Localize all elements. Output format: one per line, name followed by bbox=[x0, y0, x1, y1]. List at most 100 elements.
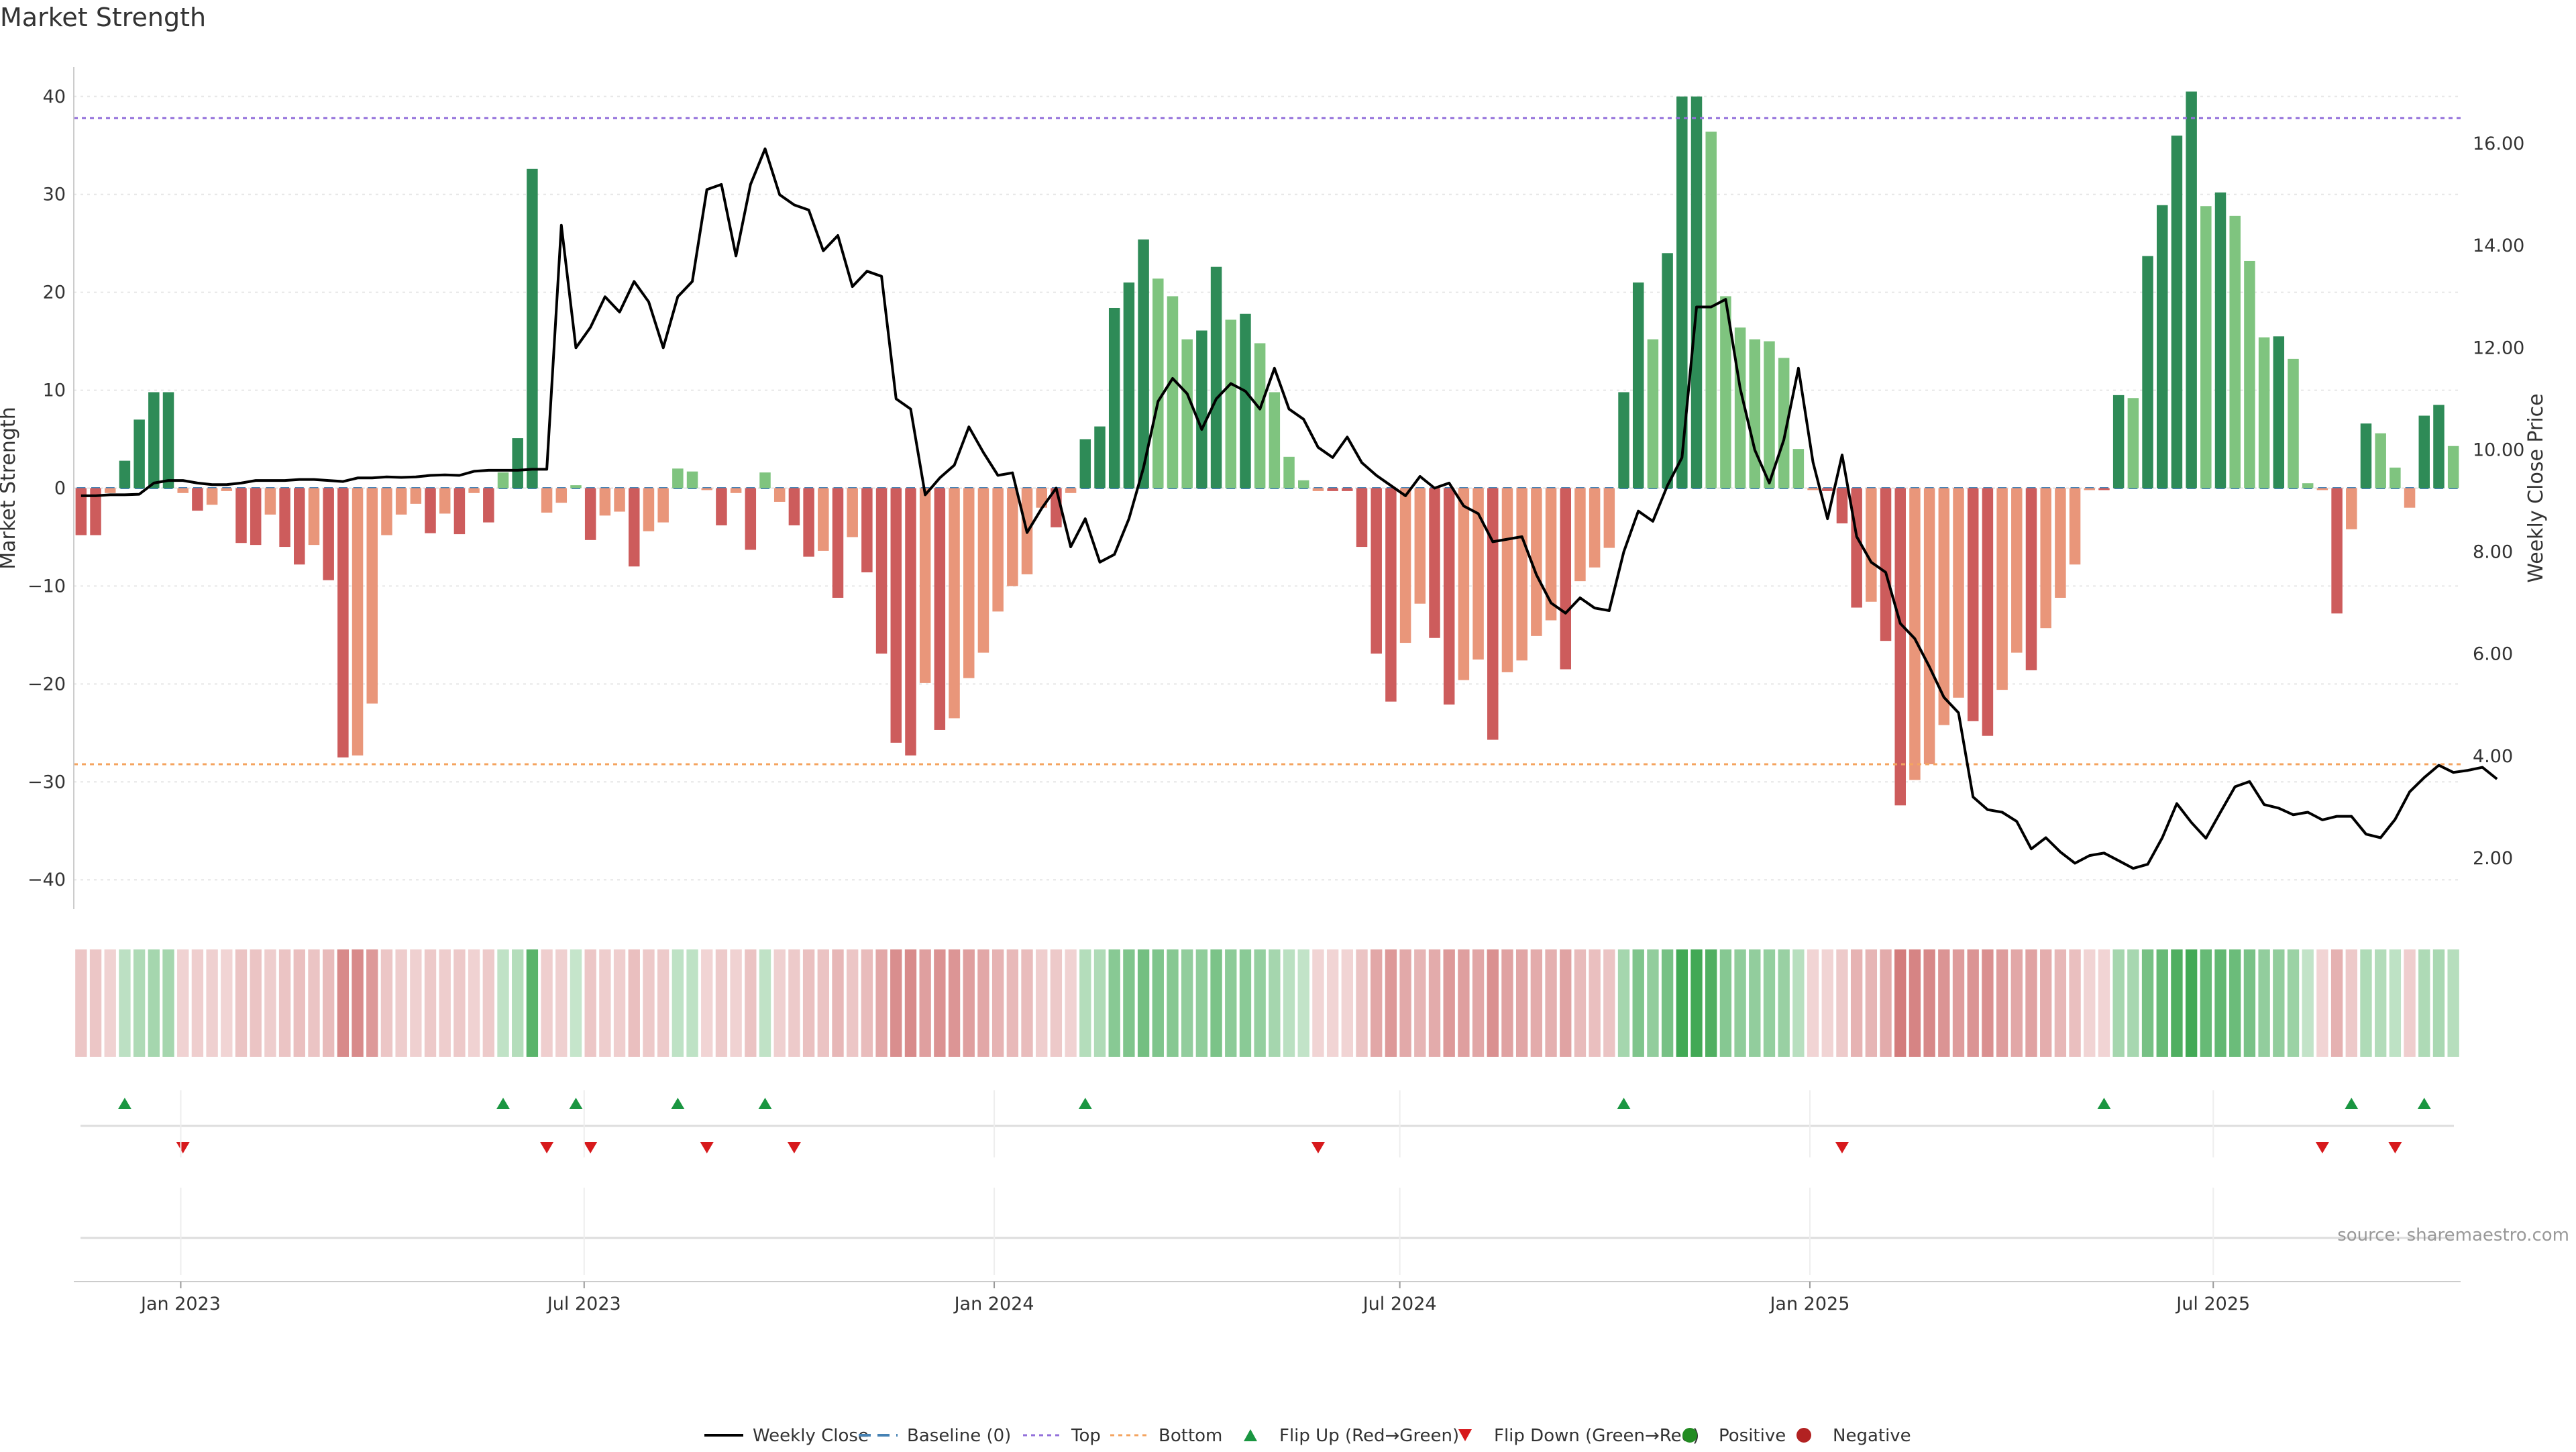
heat-cell bbox=[89, 949, 102, 1057]
heat-cell bbox=[1676, 949, 1688, 1057]
heat-cell bbox=[2404, 949, 2416, 1057]
heat-cell bbox=[2084, 949, 2096, 1057]
strength-bar bbox=[2229, 215, 2241, 488]
legend-label: Positive bbox=[1719, 1426, 1786, 1446]
legend-swatch bbox=[1244, 1429, 1257, 1441]
strength-bar bbox=[1269, 392, 1281, 488]
left-axis: 40 30 20 10 0 −10 −20 −30 −40 Market Strength bbox=[0, 67, 74, 909]
heat-cell bbox=[643, 949, 655, 1057]
legend-item: Weekly Close bbox=[704, 1426, 869, 1446]
heat-cell bbox=[832, 949, 844, 1057]
strength-bar bbox=[1371, 488, 1382, 654]
heat-cell bbox=[1501, 949, 1513, 1057]
strength-bar bbox=[527, 168, 538, 488]
strength-bar bbox=[1283, 456, 1295, 488]
strength-bar bbox=[1385, 488, 1397, 702]
heat-cell bbox=[1938, 949, 1950, 1057]
legend-item: Baseline (0) bbox=[859, 1426, 1011, 1446]
heat-cell bbox=[1137, 949, 1150, 1057]
y2-tick-label: 6.00 bbox=[2473, 644, 2513, 665]
strength-bar bbox=[1574, 488, 1586, 582]
heat-cell bbox=[221, 949, 233, 1057]
strength-bar bbox=[2258, 337, 2270, 488]
heat-cell bbox=[2316, 949, 2328, 1057]
heat-cell bbox=[555, 949, 568, 1057]
legend-label: Baseline (0) bbox=[907, 1426, 1011, 1446]
strength-bar bbox=[1297, 480, 1309, 488]
strength-bar bbox=[2404, 488, 2416, 508]
heat-cell bbox=[1923, 949, 1935, 1057]
heat-cell bbox=[890, 949, 902, 1057]
heat-cell bbox=[1792, 949, 1805, 1057]
legend-label: Negative bbox=[1833, 1426, 1911, 1446]
heat-cell bbox=[2214, 949, 2226, 1057]
heat-cell bbox=[2389, 949, 2402, 1057]
heat-cell bbox=[1836, 949, 1848, 1057]
heat-cell bbox=[2330, 949, 2343, 1057]
heat-cell bbox=[934, 949, 946, 1057]
y-tick-label: 0 bbox=[54, 478, 66, 499]
strength-bar bbox=[1851, 488, 1862, 608]
x-tick-label: Jan 2023 bbox=[140, 1294, 221, 1314]
strength-bar bbox=[905, 488, 916, 756]
heat-cell bbox=[1690, 949, 1703, 1057]
strength-bar bbox=[1647, 339, 1659, 488]
strength-bar bbox=[1196, 330, 1208, 488]
strength-bar bbox=[1953, 488, 1964, 698]
strength-bar bbox=[1749, 339, 1761, 488]
heat-cell bbox=[1647, 949, 1659, 1057]
strength-bar bbox=[2142, 256, 2153, 488]
strength-bar bbox=[570, 485, 582, 488]
heat-cell bbox=[2345, 949, 2357, 1057]
heat-cell bbox=[1065, 949, 1077, 1057]
strength-bar bbox=[279, 488, 290, 548]
strength-bar bbox=[1545, 488, 1557, 621]
strength-bar bbox=[206, 488, 218, 505]
strength-bar bbox=[701, 488, 712, 490]
strength-bar bbox=[1108, 307, 1120, 488]
heat-cell bbox=[1326, 949, 1339, 1057]
strength-bar bbox=[1764, 341, 1775, 488]
heat-cell bbox=[1093, 949, 1106, 1057]
strength-bar bbox=[1662, 253, 1673, 488]
flip-down-marker bbox=[2388, 1142, 2402, 1153]
heat-cell bbox=[1036, 949, 1048, 1057]
heat-cell bbox=[1719, 949, 1732, 1057]
strength-bar bbox=[90, 488, 101, 535]
heat-cell bbox=[2447, 949, 2459, 1057]
legend-item: Flip Down (Green→Red) bbox=[1458, 1426, 1699, 1446]
strength-bar bbox=[1079, 439, 1091, 488]
strength-bar bbox=[2273, 336, 2285, 488]
heat-cell bbox=[1530, 949, 1543, 1057]
strength-bar bbox=[730, 488, 742, 493]
flip-up-marker bbox=[569, 1098, 583, 1109]
y2-tick-label: 4.00 bbox=[2473, 746, 2513, 767]
flip-up-marker bbox=[117, 1098, 131, 1109]
strength-bar bbox=[686, 471, 698, 488]
legend-item: Top bbox=[1023, 1426, 1101, 1446]
heat-cell bbox=[1909, 949, 1921, 1057]
x-tick-label: Jan 2024 bbox=[953, 1294, 1034, 1314]
strength-bar bbox=[264, 488, 276, 515]
strength-bar bbox=[1210, 266, 1222, 488]
heat-cell bbox=[482, 949, 494, 1057]
strength-bar bbox=[294, 488, 305, 565]
strength-bar bbox=[2098, 488, 2110, 490]
strength-bar bbox=[788, 488, 800, 525]
strength-bar bbox=[483, 488, 494, 523]
strength-bar bbox=[1836, 488, 1848, 524]
strength-bar bbox=[2157, 205, 2168, 488]
heat-cell bbox=[2112, 949, 2125, 1057]
strength-bar bbox=[2084, 488, 2096, 490]
heat-cell bbox=[730, 949, 742, 1057]
y-tick-label: 10 bbox=[43, 380, 66, 401]
y2-tick-label: 2.00 bbox=[2473, 848, 2513, 869]
heat-cell bbox=[2229, 949, 2241, 1057]
strength-bars bbox=[75, 91, 2459, 806]
strength-bar bbox=[1822, 488, 1833, 491]
strength-bar bbox=[832, 488, 844, 598]
heat-cell bbox=[380, 949, 393, 1057]
y2-tick-label: 8.00 bbox=[2473, 542, 2513, 563]
heat-cell bbox=[1560, 949, 1572, 1057]
strength-bar bbox=[1560, 488, 1571, 670]
